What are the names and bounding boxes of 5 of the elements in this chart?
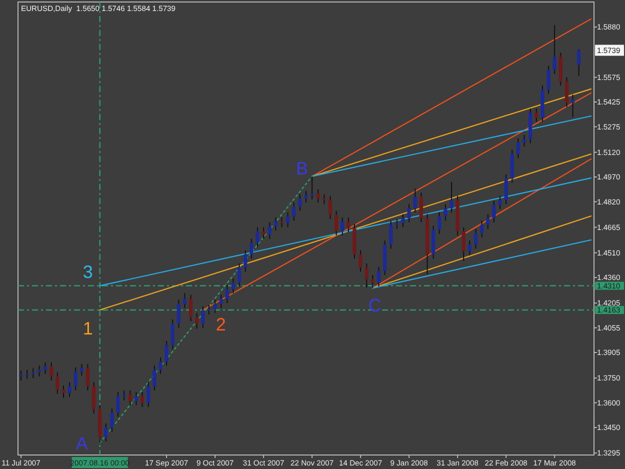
annotation: 1: [82, 318, 93, 338]
annotation: B: [296, 158, 308, 179]
annotation: A: [76, 433, 88, 454]
annotation: 3: [82, 262, 93, 282]
annotation: 2: [216, 314, 226, 334]
